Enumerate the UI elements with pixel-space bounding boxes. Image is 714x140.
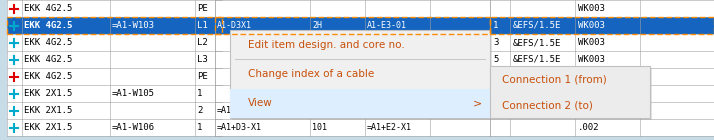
Text: 2: 2 <box>197 106 202 115</box>
Text: EKK 4G2.5: EKK 4G2.5 <box>24 38 72 47</box>
Text: EKK 2X1.5: EKK 2X1.5 <box>24 89 72 98</box>
Text: A1-D3X1: A1-D3X1 <box>217 21 252 30</box>
Bar <box>7 68 222 85</box>
Text: Connection 1 (from): Connection 1 (from) <box>502 74 607 84</box>
Bar <box>490 51 714 68</box>
Bar <box>215 119 490 136</box>
Bar <box>490 119 714 136</box>
Bar <box>230 30 490 118</box>
Bar <box>230 89 490 118</box>
Text: EKK 4G2.5: EKK 4G2.5 <box>24 21 72 30</box>
Bar <box>7 0 222 17</box>
Text: .002: .002 <box>578 123 600 132</box>
Bar <box>215 68 490 85</box>
Text: Edit item design. and core no.: Edit item design. and core no. <box>248 40 405 50</box>
Text: =A1-W103: =A1-W103 <box>112 21 155 30</box>
Text: 1: 1 <box>493 21 498 30</box>
Bar <box>215 85 490 102</box>
Bar <box>7 17 222 34</box>
Text: =A1-W106: =A1-W106 <box>112 123 155 132</box>
Bar <box>7 85 222 102</box>
Text: EKK 2X1.5: EKK 2X1.5 <box>24 106 72 115</box>
Text: &EFS/1.5E: &EFS/1.5E <box>513 55 561 64</box>
Text: WK003: WK003 <box>578 4 605 13</box>
Bar <box>490 0 714 17</box>
Text: =A1+E1-X1: =A1+E1-X1 <box>367 106 412 115</box>
Text: EKK 2X1.5: EKK 2X1.5 <box>24 123 72 132</box>
Text: L2: L2 <box>197 38 208 47</box>
Text: A1-E3-01: A1-E3-01 <box>367 21 407 30</box>
Text: =A1+E2-X1: =A1+E2-X1 <box>367 123 412 132</box>
Bar <box>215 51 490 68</box>
Bar <box>232 32 492 120</box>
Text: WK003: WK003 <box>578 72 605 81</box>
Bar <box>215 34 490 51</box>
Bar <box>490 102 714 119</box>
Text: WK003: WK003 <box>578 38 605 47</box>
Text: EKK 4G2.5: EKK 4G2.5 <box>24 4 72 13</box>
Text: >: > <box>473 98 482 108</box>
Bar <box>215 17 490 34</box>
Text: &EFS/1.5E: &EFS/1.5E <box>513 21 561 30</box>
Text: 1: 1 <box>197 89 202 98</box>
Text: 101: 101 <box>312 123 327 132</box>
Bar <box>490 68 714 85</box>
Text: PE: PE <box>197 4 208 13</box>
Text: =A1+D3-X1: =A1+D3-X1 <box>217 123 262 132</box>
Text: L3: L3 <box>197 55 208 64</box>
Text: Change index of a cable: Change index of a cable <box>248 69 374 79</box>
Bar <box>490 66 650 118</box>
Bar <box>7 34 222 51</box>
Text: 5: 5 <box>493 55 498 64</box>
Bar <box>490 34 714 51</box>
Text: 106: 106 <box>312 106 327 115</box>
Text: .002: .002 <box>578 89 600 98</box>
Text: EKK 4G2.5: EKK 4G2.5 <box>24 55 72 64</box>
Text: &EFS/1.5E: &EFS/1.5E <box>513 38 561 47</box>
Bar <box>490 17 714 34</box>
Text: L1: L1 <box>197 21 208 30</box>
Text: 1: 1 <box>197 123 202 132</box>
Text: View: View <box>248 98 273 108</box>
Text: PE: PE <box>197 72 208 81</box>
Text: =A1-W105: =A1-W105 <box>112 89 155 98</box>
Bar <box>215 0 490 17</box>
Bar <box>492 68 652 120</box>
Bar <box>215 17 490 34</box>
Text: .002: .002 <box>578 106 600 115</box>
Text: 3: 3 <box>493 38 498 47</box>
Text: 2H: 2H <box>312 21 322 30</box>
Bar <box>7 102 222 119</box>
Bar <box>7 119 222 136</box>
Text: =A1+D3-X1: =A1+D3-X1 <box>217 106 262 115</box>
Text: EKK 4G2.5: EKK 4G2.5 <box>24 72 72 81</box>
Bar <box>7 51 222 68</box>
Text: WK003: WK003 <box>578 55 605 64</box>
Bar <box>490 17 714 34</box>
Bar <box>7 17 222 34</box>
Text: Connection 2 (to): Connection 2 (to) <box>502 100 593 110</box>
Text: WK003: WK003 <box>578 21 605 30</box>
Bar <box>215 102 490 119</box>
Bar <box>490 85 714 102</box>
